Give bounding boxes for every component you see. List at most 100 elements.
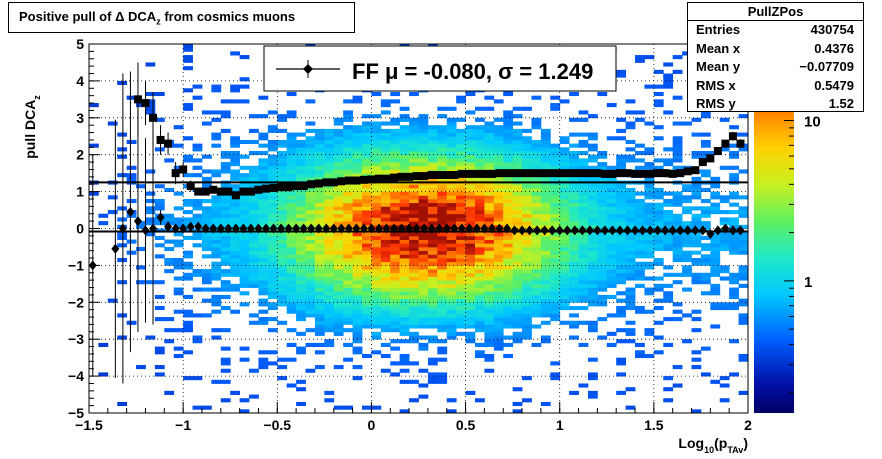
heatmap-cell	[362, 195, 372, 200]
heatmap-cell	[700, 243, 711, 248]
heatmap-cell	[154, 184, 165, 189]
heatmap-cell	[399, 353, 410, 359]
heatmap-cell	[211, 276, 222, 281]
heatmap-cell	[286, 235, 297, 240]
heatmap-cell	[691, 154, 702, 159]
heatmap-cell	[597, 246, 608, 252]
heatmap-cell	[456, 154, 466, 159]
heatmap-cell	[616, 232, 627, 237]
heatmap-cell	[653, 276, 664, 281]
heatmap-cell	[418, 114, 429, 119]
heatmap-cell	[249, 210, 259, 215]
heatmap-cell	[569, 324, 579, 329]
square-marker	[359, 175, 368, 184]
heatmap-cell	[324, 298, 335, 303]
heatmap-cell	[493, 294, 504, 300]
heatmap-cell	[239, 346, 250, 351]
heatmap-cell	[682, 272, 692, 277]
heatmap-cell	[484, 283, 495, 288]
heatmap-cell	[597, 254, 608, 259]
heatmap-cell	[446, 291, 457, 296]
heatmap-cell	[663, 294, 674, 300]
heatmap-cell	[305, 213, 316, 218]
heatmap-cell	[362, 121, 372, 126]
heatmap-cell	[230, 235, 241, 240]
heatmap-cell	[474, 243, 485, 248]
heatmap-cell	[606, 246, 617, 252]
heatmap-cell	[399, 361, 410, 366]
heatmap-cell	[719, 232, 730, 237]
heatmap-cell	[503, 125, 514, 130]
heatmap-cell	[625, 224, 636, 229]
heatmap-cell	[597, 261, 608, 266]
heatmap-cell	[305, 269, 316, 274]
heatmap-cell	[409, 309, 419, 314]
heatmap-cell	[691, 243, 702, 248]
heatmap-cell	[164, 213, 175, 218]
heatmap-cell	[267, 191, 278, 196]
heatmap-cell	[305, 235, 316, 240]
heatmap-cell	[352, 184, 363, 189]
heatmap-cell	[456, 147, 466, 152]
heatmap-cell	[569, 154, 579, 159]
heatmap-cell	[117, 235, 128, 240]
heatmap-cell	[362, 294, 372, 300]
heatmap-cell	[437, 305, 448, 311]
heatmap-cell	[211, 328, 222, 333]
heatmap-cell	[371, 243, 382, 248]
heatmap-cell	[616, 154, 627, 159]
heatmap-cell	[550, 202, 561, 207]
heatmap-cell	[296, 173, 306, 178]
heatmap-cell	[371, 187, 382, 192]
heatmap-cell	[682, 121, 692, 126]
heatmap-cell	[484, 184, 495, 189]
heatmap-cell	[352, 376, 363, 381]
heatmap-cell	[230, 243, 241, 248]
heatmap-cell	[173, 346, 184, 351]
heatmap-cell	[569, 162, 579, 167]
heatmap-cell	[249, 173, 259, 178]
stats-row: Mean y −0.07709	[688, 58, 863, 77]
heatmap-cell	[305, 298, 316, 303]
heatmap-cell	[239, 243, 250, 248]
heatmap-cell	[371, 217, 382, 222]
heatmap-cell	[277, 198, 288, 204]
heatmap-cell	[89, 143, 99, 148]
heatmap-cell	[409, 287, 419, 292]
heatmap-cell	[663, 84, 674, 89]
heatmap-cell	[493, 309, 504, 314]
heatmap-cell	[267, 254, 278, 259]
heatmap-cell	[587, 202, 598, 207]
heatmap-cell	[314, 317, 325, 322]
heatmap-cell	[409, 136, 419, 141]
heatmap-cell	[700, 187, 711, 192]
heatmap-cell	[437, 294, 448, 300]
heatmap-cell	[531, 184, 542, 189]
heatmap-cell	[230, 84, 241, 89]
heatmap-cell	[427, 210, 438, 215]
heatmap-cell	[493, 328, 504, 333]
heatmap-cell	[663, 224, 674, 229]
heatmap-cell	[738, 265, 748, 270]
heatmap-cell	[173, 287, 184, 292]
heatmap-cell	[437, 372, 448, 377]
heatmap-cell	[719, 276, 730, 281]
heatmap-cell	[493, 287, 504, 292]
heatmap-cell	[644, 254, 655, 259]
heatmap-cell	[380, 250, 391, 255]
heatmap-cell	[738, 206, 748, 211]
heatmap-cell	[390, 132, 401, 137]
heatmap-cell	[474, 125, 485, 130]
diamond-marker	[420, 223, 429, 234]
heatmap-cell	[738, 132, 748, 137]
heatmap-cell	[230, 88, 241, 93]
heatmap-cell	[738, 276, 748, 281]
heatmap-cell	[371, 147, 382, 152]
heatmap-cell	[672, 250, 683, 255]
heatmap-cell	[493, 339, 504, 344]
heatmap-cell	[136, 246, 146, 252]
legend-text: FF μ = -0.080, σ = 1.249	[352, 59, 593, 84]
y-axis-title-main: pull DCA	[22, 100, 38, 159]
heatmap-cell	[635, 198, 645, 204]
heatmap-cell	[343, 357, 353, 362]
